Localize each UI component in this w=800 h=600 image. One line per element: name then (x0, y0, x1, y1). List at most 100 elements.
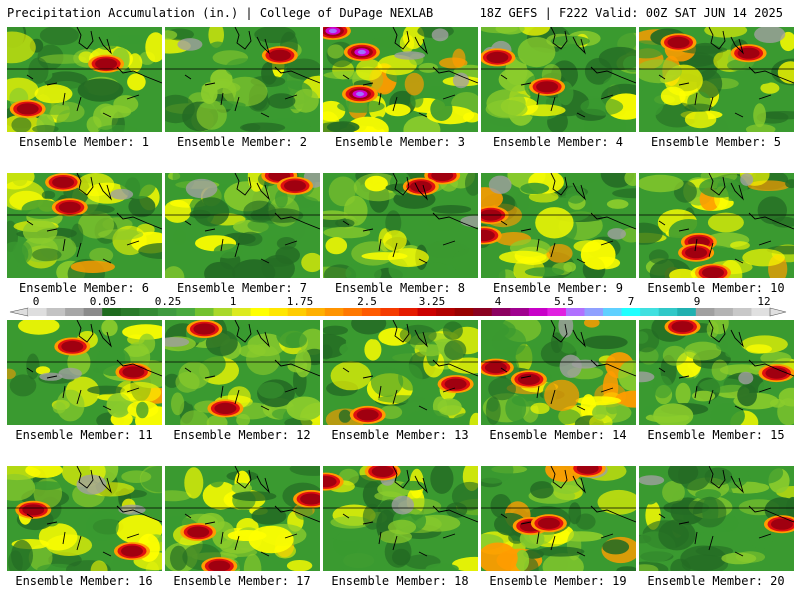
colorbar-swatch (603, 308, 622, 316)
colorbar-swatch (232, 308, 251, 316)
ensemble-member-label: Ensemble Member: 3 (334, 135, 466, 149)
colorbar-swatch (751, 308, 771, 316)
colorbar-tick-label: 12 (757, 295, 771, 308)
colorbar-tick-label: 4 (494, 295, 502, 308)
chart-title: Precipitation Accumulation (in.) | Colle… (7, 6, 434, 20)
ensemble-panel-2 (165, 27, 320, 132)
ensemble-member-label: Ensemble Member: 5 (650, 135, 782, 149)
precip-map (7, 27, 162, 132)
colorbar-swatch (380, 308, 400, 316)
ensemble-member-label: Ensemble Member: 14 (489, 428, 627, 442)
colorbar-swatch (640, 308, 660, 316)
ensemble-member-label: Ensemble Member: 7 (176, 281, 308, 295)
colorbar-swatch (658, 308, 678, 316)
colorbar-tick-label: 1 (229, 295, 237, 308)
ensemble-panel-12 (165, 320, 320, 425)
ensemble-panel-16 (7, 466, 162, 571)
ensemble-member-label: Ensemble Member: 19 (489, 574, 627, 588)
ensemble-member-label: Ensemble Member: 15 (647, 428, 785, 442)
ensemble-panel-13 (323, 320, 478, 425)
precip-map (165, 27, 320, 132)
precip-map (7, 466, 162, 571)
precip-map (165, 466, 320, 571)
ensemble-panel-1 (7, 27, 162, 132)
precip-map (481, 320, 636, 425)
ensemble-member-label: Ensemble Member: 6 (18, 281, 150, 295)
precip-map (323, 27, 478, 132)
precip-map (481, 27, 636, 132)
colorbar-swatch (250, 308, 270, 316)
ensemble-panel-9 (481, 173, 636, 278)
precip-colorbar: 0 0.05 0.25 1 1.75 2.5 3.25 4 5.5 7 9 12 (0, 296, 800, 318)
colorbar-swatch (621, 308, 641, 316)
precip-map (323, 466, 478, 571)
precip-map (639, 466, 794, 571)
colorbar-tick-label: 0.25 (154, 295, 182, 308)
ensemble-member-label: Ensemble Member: 16 (15, 574, 153, 588)
colorbar-swatch (436, 308, 456, 316)
ensemble-panel-8 (323, 173, 478, 278)
colorbar-swatch (695, 308, 715, 316)
ensemble-member-label: Ensemble Member: 17 (173, 574, 311, 588)
colorbar-swatch (565, 308, 585, 316)
ensemble-panel-17 (165, 466, 320, 571)
precip-map (165, 173, 320, 278)
colorbar-swatch (139, 308, 159, 316)
colorbar-swatch (417, 308, 437, 316)
colorbar-swatch (454, 308, 474, 316)
colorbar-swatch (399, 308, 418, 316)
colorbar-swatch (324, 308, 344, 316)
precip-map (639, 27, 794, 132)
ensemble-member-label: Ensemble Member: 2 (176, 135, 308, 149)
colorbar-tick-label: 3.25 (418, 295, 446, 308)
colorbar-swatch (473, 308, 493, 316)
ensemble-member-label: Ensemble Member: 9 (492, 281, 624, 295)
ensemble-member-label: Ensemble Member: 11 (15, 428, 153, 442)
colorbar-swatch (714, 308, 734, 316)
ensemble-panel-15 (639, 320, 794, 425)
colorbar-swatch (194, 308, 214, 316)
colorbar-swatch (510, 308, 530, 316)
colorbar-swatch (361, 308, 381, 316)
colorbar-tick-label: 9 (693, 295, 701, 308)
ensemble-panel-11 (7, 320, 162, 425)
colorbar-swatch (28, 308, 47, 316)
colorbar-swatch (102, 308, 122, 316)
ensemble-panel-18 (323, 466, 478, 571)
colorbar-left-arrow (9, 307, 29, 317)
ensemble-member-label: Ensemble Member: 4 (492, 135, 624, 149)
colorbar-tick-label: 1.75 (286, 295, 314, 308)
ensemble-panel-3 (323, 27, 478, 132)
precip-map (323, 173, 478, 278)
ensemble-member-label: Ensemble Member: 12 (173, 428, 311, 442)
ensemble-panel-20 (639, 466, 794, 571)
precip-map (165, 320, 320, 425)
colorbar-swatch (46, 308, 66, 316)
colorbar-swatch (677, 308, 697, 316)
ensemble-member-label: Ensemble Member: 20 (647, 574, 785, 588)
colorbar-swatch (528, 308, 548, 316)
colorbar-swatch (287, 308, 307, 316)
precip-map (7, 173, 162, 278)
colorbar-swatch (547, 308, 567, 316)
colorbar-tick-label: 0 (32, 295, 40, 308)
colorbar-swatch (269, 308, 289, 316)
ensemble-panel-5 (639, 27, 794, 132)
ensemble-member-label: Ensemble Member: 1 (18, 135, 150, 149)
ensemble-panel-14 (481, 320, 636, 425)
colorbar-scale (9, 307, 787, 317)
model-valid-time: 18Z GEFS | F222 Valid: 00Z SAT JUN 14 20… (479, 6, 783, 20)
ensemble-panel-6 (7, 173, 162, 278)
precip-map (639, 173, 794, 278)
ensemble-panel-4 (481, 27, 636, 132)
precip-map (481, 466, 636, 571)
colorbar-swatch (176, 308, 196, 316)
colorbar-swatch (732, 308, 752, 316)
colorbar-swatch (65, 308, 85, 316)
colorbar-swatch (213, 308, 233, 316)
colorbar-swatch (306, 308, 326, 316)
colorbar-swatch (157, 308, 177, 316)
colorbar-swatch (491, 308, 511, 316)
ensemble-member-label: Ensemble Member: 13 (331, 428, 469, 442)
precip-map (7, 320, 162, 425)
